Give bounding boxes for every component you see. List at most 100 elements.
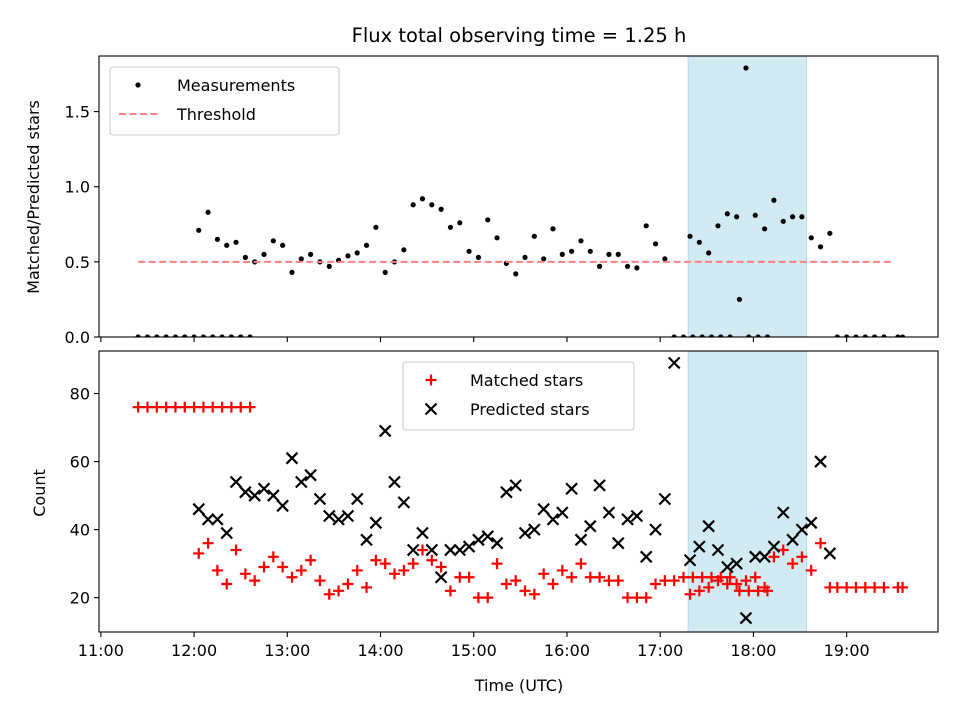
matched-stars-point (389, 568, 401, 580)
predicted-stars-point (804, 516, 818, 530)
predicted-stars-point (721, 560, 734, 574)
x-tick-label: 13:00 (264, 641, 310, 660)
predicted-stars-point (481, 530, 495, 543)
measurements-point (736, 296, 743, 303)
matched-stars-point (731, 578, 743, 590)
measurements-legend-marker (135, 82, 141, 88)
measurements-point (780, 218, 786, 224)
matched-stars-point (684, 588, 696, 600)
x-tick-label: 18:00 (730, 641, 776, 660)
measurements-point (401, 247, 407, 253)
predicted-stars-legend-label: Predicted stars (470, 400, 590, 419)
measurements-point (789, 214, 796, 220)
matched-stars-point (267, 551, 279, 563)
x-tick-label: 14:00 (357, 641, 403, 660)
matched-stars-point (132, 401, 144, 413)
predicted-stars-point (711, 543, 725, 557)
measurements-point (466, 248, 472, 254)
predicted-stars-point (239, 485, 252, 499)
matched-stars-point (169, 401, 181, 413)
matched-stars-point (277, 561, 289, 573)
measurements-point (205, 209, 211, 215)
predicted-stars-point (584, 519, 597, 533)
measurements-point (429, 202, 435, 208)
measurements-point (862, 334, 868, 337)
measurements-point (872, 334, 878, 337)
matched-stars-point (705, 571, 717, 583)
measurements-point (706, 250, 712, 256)
matched-stars-point (179, 401, 191, 413)
measurements-point (827, 230, 833, 236)
matched-stars-point (361, 581, 373, 593)
measurements-point (144, 334, 151, 337)
matched-stars-point (584, 571, 596, 583)
measurements-point (200, 334, 207, 337)
measurements-point (680, 334, 687, 337)
x-tick-label: 15:00 (451, 641, 497, 660)
predicted-stars-point (537, 502, 550, 516)
predicted-stars-point (360, 533, 373, 547)
matched-stars-point (841, 581, 853, 593)
matched-stars-point (768, 551, 780, 563)
matched-stars-point (752, 585, 764, 597)
predicted-stars-point (639, 550, 653, 564)
predicted-stars-point (649, 523, 662, 536)
predicted-stars-point (201, 513, 215, 526)
matched-stars-point (202, 537, 214, 549)
predicted-stars-point (285, 451, 299, 465)
matched-stars-point (603, 575, 615, 587)
counts-plot-area (132, 351, 909, 632)
predicted-stars-point (658, 492, 672, 506)
predicted-stars-point (416, 526, 429, 540)
x-tick-label: 19:00 (824, 641, 870, 660)
measurements-point (752, 212, 758, 218)
matched-stars-point (463, 571, 475, 583)
measurements-point (734, 214, 740, 220)
measurements-point (210, 334, 216, 337)
predicted-stars-point (322, 509, 336, 523)
measurements-point (687, 233, 693, 239)
counts-panel: 20 40 60 80 11:00 12:00 13:00 14:00 15:00 16:00 17… (70, 350, 939, 660)
matched-stars-point (547, 578, 559, 590)
matched-stars-point (370, 554, 382, 566)
measurements-point (419, 196, 426, 202)
measurements-point (214, 236, 220, 242)
counts-y-tick-label: 60 (70, 453, 90, 472)
measurements-point (513, 271, 519, 277)
counts-y-tick-label: 80 (70, 385, 90, 404)
matched-stars-point (500, 578, 512, 590)
matched-stars-point (575, 558, 587, 570)
predicted-stars-point (739, 611, 753, 625)
matched-stars-point (407, 558, 419, 570)
ratio-y-tick-label: 0.5 (65, 253, 90, 272)
measurements-point (624, 263, 631, 269)
matched-stars-point (221, 578, 233, 590)
measurements-point (718, 334, 724, 337)
ratio-legend: Measurements Threshold (109, 66, 340, 136)
predicted-stars-point (702, 519, 715, 533)
predicted-stars-point (602, 506, 616, 519)
measurements-point (494, 235, 500, 241)
measurements-point (764, 334, 771, 337)
measurements-point (485, 217, 491, 223)
predicted-stars-point (490, 536, 504, 550)
predicted-stars-point (406, 543, 420, 557)
measurements-point (373, 224, 379, 230)
measurements-point (762, 226, 768, 232)
predicted-stars-point (192, 502, 206, 516)
measurements-point (715, 223, 721, 229)
predicted-stars-point (786, 533, 799, 547)
measurements-point (191, 334, 197, 337)
measurements-point (606, 251, 612, 257)
matched-stars-point (435, 561, 447, 573)
matched-stars-point (286, 571, 298, 583)
matched-stars-point (640, 592, 652, 604)
predicted-stars-point (295, 475, 308, 489)
predicted-stars-point (528, 523, 541, 536)
predicted-stars-point (574, 533, 588, 547)
matched-stars-point (869, 581, 881, 593)
matched-stars-point (351, 564, 363, 576)
matched-stars-point (556, 564, 568, 576)
matched-stars-point (151, 401, 163, 413)
predicted-stars-point (341, 509, 355, 523)
